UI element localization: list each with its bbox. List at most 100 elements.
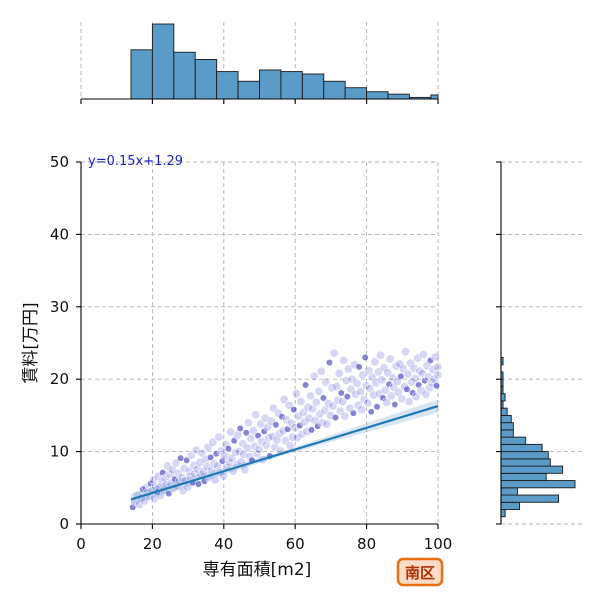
- scatter-point: [433, 362, 443, 372]
- scatter-point: [242, 443, 252, 453]
- scatter-point: [195, 480, 202, 488]
- scatter-point: [309, 371, 319, 381]
- scatter-point: [407, 377, 417, 387]
- scatter-point: [343, 393, 351, 401]
- scatter-point: [177, 454, 185, 462]
- top-hist-bar: [130, 49, 153, 100]
- scatter-point: [424, 383, 434, 393]
- top-hist-bar: [301, 73, 325, 100]
- scatter-point: [389, 382, 399, 392]
- regression-equation: y=0.15x+1.29: [88, 154, 183, 169]
- scatter-point: [315, 409, 325, 419]
- right-hist-bar: [500, 458, 551, 467]
- scatter-point: [404, 397, 414, 407]
- scatter-point: [355, 363, 363, 371]
- right-hist-bar: [500, 494, 560, 503]
- scatter-point: [292, 433, 302, 443]
- right-hist-bar: [500, 422, 514, 431]
- scatter-point: [397, 394, 407, 404]
- top-hist-bar: [430, 94, 439, 100]
- scatter-point: [431, 352, 441, 362]
- scatter-point: [243, 418, 253, 428]
- scatter-point: [306, 391, 316, 401]
- scatter-point: [264, 433, 274, 443]
- right-histogram: [500, 357, 576, 518]
- scatter-point: [361, 381, 371, 391]
- scatter-point: [323, 399, 333, 409]
- x-tick-label: 40: [214, 535, 233, 553]
- scatter-point: [321, 377, 331, 387]
- right-hist-bar: [500, 429, 514, 438]
- x-axis-label: 専有面積[m2]: [203, 560, 312, 580]
- x-tick-label: 60: [286, 535, 305, 553]
- scatter-point: [311, 397, 321, 407]
- scatter-point: [291, 389, 301, 399]
- scatter-point: [386, 391, 396, 401]
- top-hist-bar: [387, 93, 410, 100]
- scatter-point: [207, 453, 215, 461]
- scatter-point: [246, 434, 256, 444]
- x-tick-label: 0: [76, 535, 86, 553]
- scatter-point: [308, 426, 316, 434]
- right-hist-bar: [500, 509, 506, 518]
- scatter-point: [398, 364, 408, 374]
- scatter-point: [333, 395, 343, 405]
- scatter-point: [290, 406, 298, 414]
- scatter-point: [252, 449, 262, 459]
- scatter-point: [409, 363, 419, 373]
- scatter-point: [314, 387, 324, 397]
- scatter-point: [226, 427, 236, 437]
- scatter-point: [388, 373, 398, 383]
- scatter-point: [178, 486, 188, 496]
- regression-line: [130, 405, 439, 501]
- scatter-point: [183, 456, 191, 464]
- scatter-point: [349, 409, 357, 417]
- scatter-point: [191, 445, 201, 455]
- scatter-point: [391, 401, 399, 408]
- main-grid: [80, 161, 439, 525]
- scatter-point: [216, 446, 226, 456]
- scatter-point: [257, 436, 267, 446]
- regression-fit: [130, 399, 439, 506]
- scatter-point: [326, 359, 333, 366]
- scatter-point: [377, 375, 387, 385]
- scatter-point: [329, 348, 339, 358]
- scatter-point: [298, 408, 308, 418]
- scatter-point: [208, 437, 218, 447]
- scatter-point: [332, 414, 339, 422]
- scatter-point: [314, 422, 322, 430]
- scatter-point: [251, 410, 261, 420]
- scatter-point: [410, 373, 420, 383]
- scatter-point: [293, 411, 303, 421]
- scatter-point: [352, 379, 362, 389]
- scatter-point: [376, 350, 386, 360]
- scatter-point: [423, 372, 433, 382]
- axes: [76, 98, 502, 529]
- scatter-point: [385, 354, 395, 364]
- scatter-point: [179, 463, 189, 473]
- scatter-point: [381, 385, 391, 395]
- x-tick-label: 20: [143, 535, 162, 553]
- scatter-point: [367, 372, 377, 382]
- scatter-point: [397, 372, 405, 380]
- scatter-point: [322, 419, 332, 429]
- scatter-point: [413, 353, 423, 363]
- scatter-point: [346, 384, 356, 394]
- top-hist-bar: [323, 80, 346, 100]
- y-tick-label: 50: [50, 153, 69, 171]
- scatter-point: [332, 381, 342, 391]
- scatter-point: [288, 432, 298, 442]
- right-hist-bar: [500, 407, 508, 416]
- scatter-point: [267, 431, 277, 441]
- scatter-point: [224, 445, 232, 453]
- scatter-point: [337, 389, 345, 397]
- right-hist-bar: [500, 436, 527, 445]
- scatter-point: [385, 380, 393, 388]
- right-hist-bar: [500, 472, 547, 482]
- scatter-point: [165, 490, 173, 498]
- scatter-point: [202, 462, 212, 472]
- scatter-point: [299, 417, 309, 427]
- x-tick-label: 100: [424, 535, 453, 553]
